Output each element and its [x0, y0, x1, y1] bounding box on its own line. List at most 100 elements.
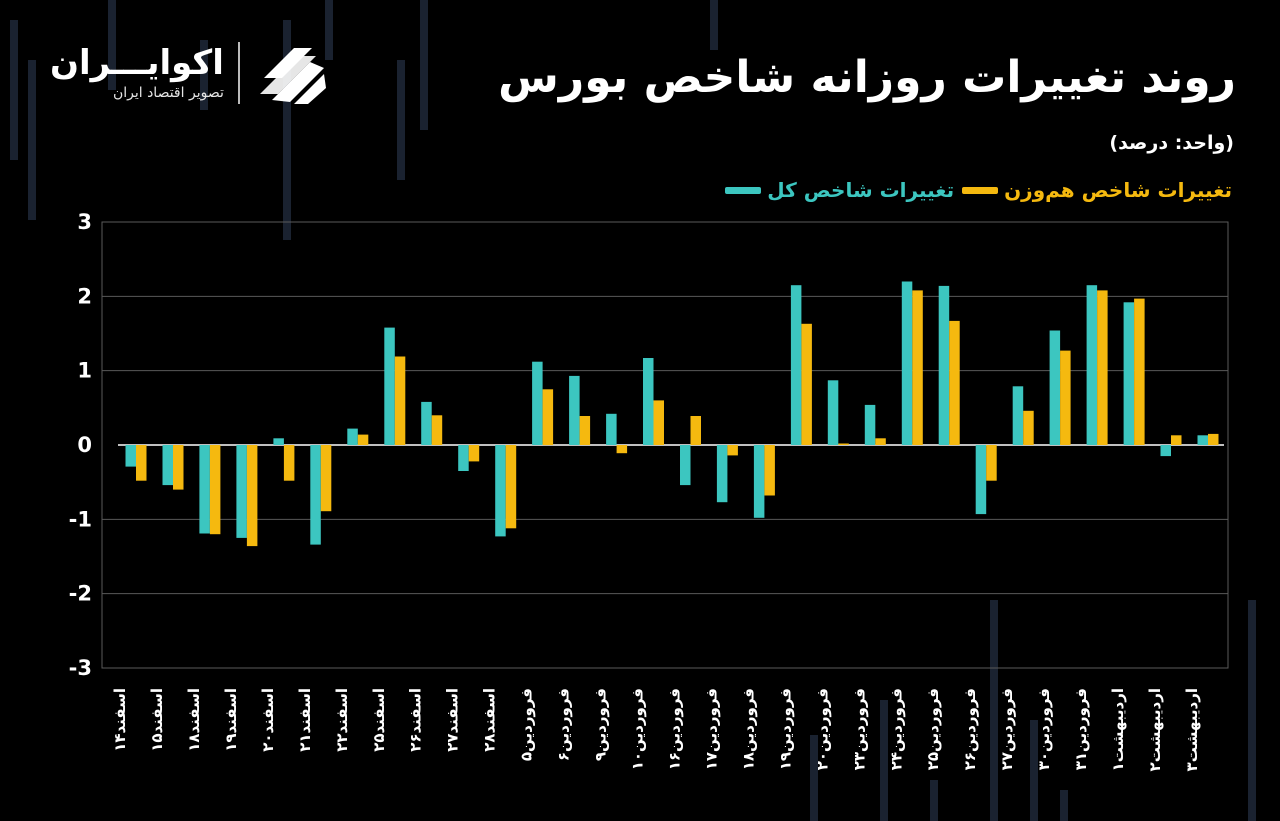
bar-equal — [468, 445, 480, 462]
bar-total — [236, 445, 247, 538]
bar-total — [273, 438, 284, 445]
chart-title: روند تغییرات روزانه شاخص بورس — [498, 52, 1236, 103]
bar-total — [421, 401, 432, 445]
x-tick-label: فروردین۲۰ — [813, 688, 831, 770]
bar-total — [458, 445, 469, 471]
bar-total — [1160, 445, 1171, 457]
bar-equal — [1097, 290, 1108, 445]
bar-equal — [1208, 433, 1219, 445]
x-tick-label: فروردین۱۸ — [739, 688, 757, 770]
bar-equal — [320, 445, 332, 512]
bar-total — [532, 361, 543, 445]
legend-item-equal: تغییرات شاخص هم‌وزن — [962, 178, 1232, 202]
bar-total — [827, 380, 839, 445]
bar-total — [199, 445, 210, 534]
bar-equal — [1171, 435, 1182, 445]
logo-mark-icon — [259, 48, 326, 104]
bar-total — [938, 285, 950, 445]
legend-item-total: تغییرات شاخص کل — [725, 178, 954, 202]
bar-equal — [727, 445, 738, 456]
bar-equal — [357, 434, 369, 445]
x-tick-label: فروردین۲۵ — [924, 688, 942, 770]
bar-total — [753, 445, 765, 518]
bar-equal — [838, 443, 849, 445]
bar-equal — [1023, 410, 1034, 445]
bar-equal — [986, 445, 997, 481]
logo-tagline: تصویر اقتصاد ایران — [112, 84, 224, 101]
x-tick-label: فروردین۲۴ — [887, 688, 905, 770]
x-tick-label: فروردین۳۱ — [1072, 688, 1090, 770]
bar-total — [864, 404, 876, 445]
chart-unit: (واحد: درصد) — [1109, 132, 1234, 154]
x-tick-label: فروردین۲۷ — [998, 688, 1016, 770]
bar-total — [125, 445, 136, 467]
x-tick-label: اسفند۱۸ — [185, 688, 203, 752]
x-tick-label: فروردین۹ — [592, 688, 610, 761]
x-tick-label: فروردین۱۹ — [776, 688, 794, 770]
bar-equal — [616, 445, 628, 454]
bar-total — [716, 445, 728, 503]
bar-equal — [505, 445, 517, 529]
bar-equal — [246, 445, 258, 547]
legend-swatch-total — [725, 186, 762, 194]
bar-total — [975, 445, 987, 515]
x-tick-label: اردیبهشت۲ — [1146, 688, 1164, 771]
x-tick-label: اسفند۲۲ — [333, 688, 351, 752]
bar-equal — [431, 415, 443, 445]
bar-total — [347, 428, 358, 445]
bar-equal — [912, 290, 923, 445]
bar-equal — [875, 438, 886, 445]
bar-equal — [1134, 298, 1145, 445]
bar-total — [384, 327, 395, 445]
logo-text: اکوایـــران تصویر اقتصاد ایران — [50, 44, 224, 101]
bar-equal — [136, 445, 147, 481]
x-tick-label: فروردین۶ — [555, 688, 573, 761]
x-tick-label: اسفند۲۵ — [370, 688, 388, 752]
legend: تغییرات شاخص کل تغییرات شاخص هم‌وزن — [725, 178, 1232, 202]
x-tick-label: فروردین۲۳ — [850, 688, 868, 770]
legend-label-equal: تغییرات شاخص هم‌وزن — [1004, 178, 1232, 202]
y-tick-label: -2 — [69, 582, 92, 606]
x-tick-label: اردیبهشت۱ — [1109, 688, 1127, 771]
y-tick-label: 1 — [77, 359, 92, 383]
bar-equal — [173, 445, 184, 490]
y-tick-label: -3 — [69, 656, 92, 680]
legend-swatch-equal — [962, 186, 999, 194]
x-tick-label: اردیبهشت۳ — [1183, 688, 1201, 771]
bar-total — [1123, 302, 1135, 445]
x-tick-label: اسفند۱۵ — [148, 688, 166, 752]
legend-label-total: تغییرات شاخص کل — [767, 178, 955, 202]
x-tick-label: اسفند۲۷ — [444, 688, 462, 752]
bar-total — [606, 413, 617, 445]
x-tick-label: فروردین۵ — [518, 688, 536, 761]
bar-total — [495, 445, 506, 537]
bar-equal — [949, 320, 960, 445]
x-tick-label: اسفند۱۴ — [111, 688, 129, 752]
bar-total — [1049, 330, 1061, 445]
bar-equal — [542, 389, 554, 446]
x-tick-label: فروردین۱۰ — [629, 688, 647, 770]
bar-total — [310, 445, 321, 545]
bar-total — [1086, 285, 1098, 445]
bar-equal — [690, 416, 701, 445]
bar-total — [680, 445, 691, 486]
bar-total — [643, 358, 654, 445]
brand-logo: اکوایـــران تصویر اقتصاد ایران — [50, 38, 330, 108]
bar-total — [1012, 386, 1024, 445]
x-tick-label: فروردین۱۶ — [665, 688, 683, 770]
x-tick-label: اسفند۱۹ — [222, 688, 240, 752]
bar-equal — [764, 445, 775, 496]
bar-total — [1197, 435, 1208, 445]
y-tick-label: 3 — [77, 210, 92, 234]
bar-equal — [209, 445, 221, 535]
bar-equal — [1060, 350, 1071, 445]
x-tick-label: فروردین۳۰ — [1035, 688, 1053, 770]
x-tick-label: اسفند۲۶ — [407, 688, 425, 752]
bar-equal — [394, 356, 406, 445]
x-tick-label: فروردین۲۶ — [961, 688, 979, 770]
bar-total — [162, 445, 173, 486]
bar-total — [790, 285, 802, 445]
bar-equal — [801, 323, 812, 445]
y-tick-label: -1 — [69, 507, 92, 531]
